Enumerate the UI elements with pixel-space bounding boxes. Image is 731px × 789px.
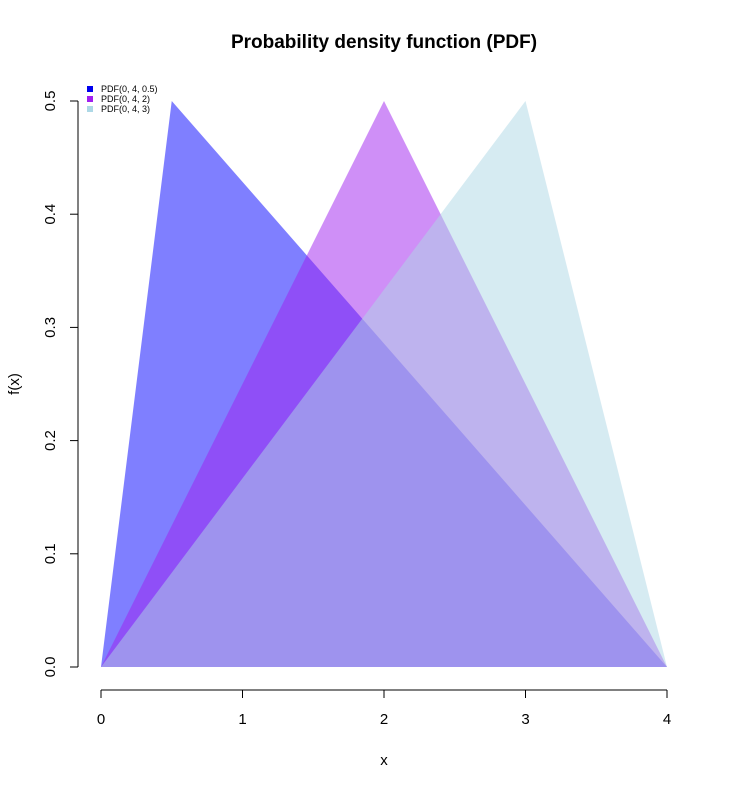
y-axis: 0.0 0.1 0.2 0.3 0.4 0.5 bbox=[42, 91, 79, 678]
legend-swatch bbox=[87, 86, 93, 92]
x-tick-label: 0 bbox=[97, 711, 105, 728]
legend: PDF(0, 4, 0.5)PDF(0, 4, 2)PDF(0, 4, 3) bbox=[87, 84, 158, 114]
x-tick-label: 2 bbox=[380, 711, 388, 728]
x-tick-label: 1 bbox=[238, 711, 246, 728]
legend-label: PDF(0, 4, 0.5) bbox=[101, 84, 158, 94]
legend-swatch bbox=[87, 96, 93, 102]
x-tick-label: 3 bbox=[521, 711, 529, 728]
series-areas bbox=[101, 101, 667, 667]
series-area-3 bbox=[101, 101, 667, 667]
legend-label: PDF(0, 4, 2) bbox=[101, 94, 150, 104]
x-axis-label: x bbox=[380, 752, 388, 769]
y-tick-label: 0.0 bbox=[42, 657, 59, 678]
chart-title: Probability density function (PDF) bbox=[231, 32, 537, 53]
y-tick-label: 0.4 bbox=[42, 204, 59, 225]
x-tick-label: 4 bbox=[663, 711, 671, 728]
x-axis: 0 1 2 3 4 bbox=[97, 689, 671, 728]
y-tick-label: 0.1 bbox=[42, 543, 59, 564]
legend-label: PDF(0, 4, 3) bbox=[101, 104, 150, 114]
y-tick-label: 0.2 bbox=[42, 430, 59, 451]
y-tick-label: 0.3 bbox=[42, 317, 59, 338]
legend-swatch bbox=[87, 106, 93, 112]
y-tick-label: 0.5 bbox=[42, 91, 59, 112]
y-axis-label: f(x) bbox=[6, 373, 23, 395]
